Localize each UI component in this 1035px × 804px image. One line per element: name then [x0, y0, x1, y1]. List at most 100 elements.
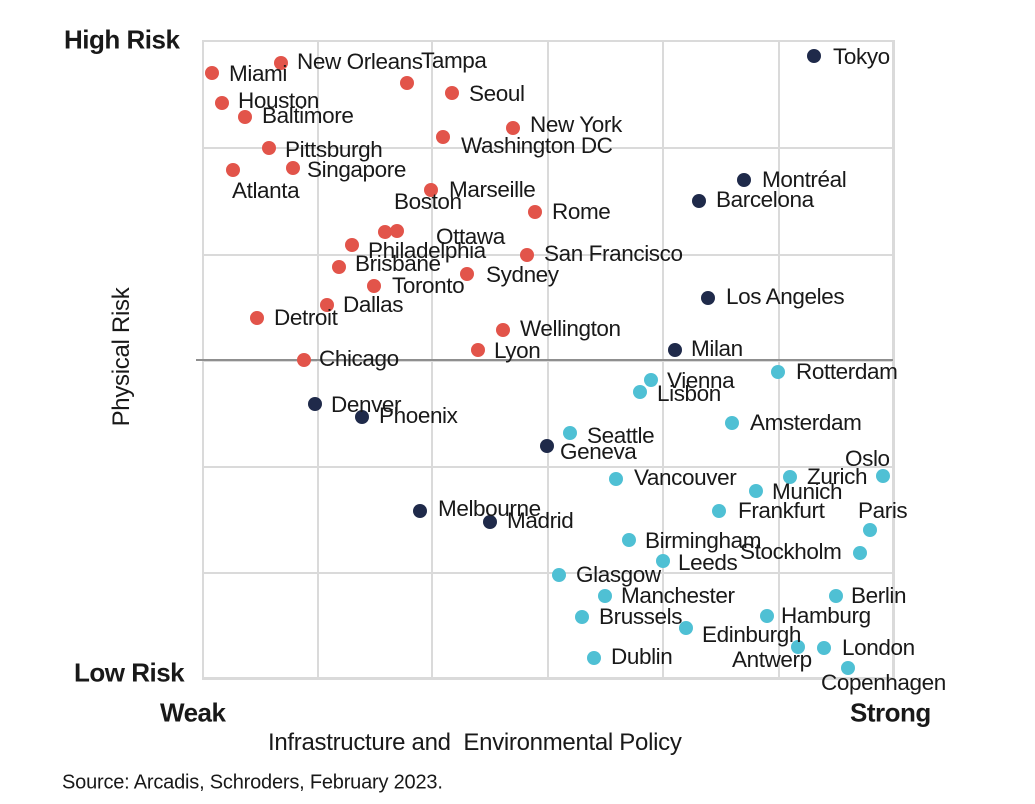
city-label: Lisbon	[657, 380, 721, 406]
city-dot	[633, 385, 647, 399]
city-label: Copenhagen	[821, 669, 946, 695]
city-label: Vienna	[667, 367, 735, 393]
city-dot	[332, 260, 346, 274]
city-label: Seattle	[587, 422, 655, 448]
city-label: London	[842, 634, 915, 660]
city-label: Toronto	[392, 272, 465, 298]
city-label: Marseille	[449, 176, 536, 202]
city-label: Seoul	[469, 80, 525, 106]
city-dot	[760, 609, 774, 623]
city-label: Barcelona	[716, 186, 814, 212]
city-dot	[528, 205, 542, 219]
x-axis-title: Infrastructure and Environmental Policy	[268, 729, 682, 756]
city-dot	[378, 225, 392, 239]
city-dot	[841, 661, 855, 675]
city-label: Atlanta	[232, 177, 300, 203]
city-label: Wellington	[520, 315, 621, 341]
city-label: Paris	[858, 497, 908, 523]
city-label: Tokyo	[833, 43, 890, 69]
city-label: Denver	[331, 391, 402, 417]
city-dot	[587, 651, 601, 665]
city-label: Melbourne	[438, 495, 541, 521]
city-dot	[471, 343, 485, 357]
city-dot	[506, 121, 520, 135]
city-label: Brisbane	[355, 250, 441, 276]
low-risk-label: Low Risk	[74, 657, 185, 688]
city-label: Houston	[238, 87, 320, 113]
city-label: Tampa	[421, 47, 487, 73]
city-dot	[413, 504, 427, 518]
city-dot	[853, 546, 867, 560]
city-dot	[215, 96, 229, 110]
city-dot	[205, 66, 219, 80]
city-dot	[320, 298, 334, 312]
city-label: Rome	[552, 198, 611, 224]
city-dot	[436, 130, 450, 144]
city-dot	[783, 470, 797, 484]
city-dot	[520, 248, 534, 262]
city-dot	[250, 311, 264, 325]
city-label: Glasgow	[576, 561, 661, 587]
city-dot	[749, 484, 763, 498]
city-dot	[863, 523, 877, 537]
city-dot	[355, 410, 369, 424]
city-dot	[876, 469, 890, 483]
city-dot	[575, 610, 589, 624]
city-dot	[701, 291, 715, 305]
city-label: Edinburgh	[702, 621, 801, 647]
city-dot	[552, 568, 566, 582]
gridline-vertical	[893, 40, 895, 678]
midline-horizontal	[196, 359, 893, 361]
x-axis-weak-label: Weak	[160, 697, 226, 728]
y-axis-title: Physical Risk	[108, 287, 135, 427]
high-risk-label: High Risk	[64, 24, 180, 55]
city-dot	[807, 49, 821, 63]
city-label: Rotterdam	[796, 358, 898, 384]
city-label: Antwerp	[732, 646, 812, 672]
city-dot	[297, 353, 311, 367]
city-dot	[367, 279, 381, 293]
city-dot	[609, 472, 623, 486]
city-dot	[712, 504, 726, 518]
gridline-horizontal	[202, 678, 893, 680]
city-dot	[390, 224, 404, 238]
city-dot	[496, 323, 510, 337]
city-label: Madrid	[507, 507, 574, 533]
city-label: Pittsburgh	[285, 136, 383, 162]
city-dot	[483, 515, 497, 529]
city-label: Frankfurt	[738, 497, 825, 523]
city-dot	[679, 621, 693, 635]
city-dot	[622, 533, 636, 547]
city-label: San Francisco	[544, 240, 683, 266]
city-dot	[308, 397, 322, 411]
gridline-horizontal	[202, 466, 893, 468]
city-label: Stockholm	[740, 538, 842, 564]
source-note: Source: Arcadis, Schroders, February 202…	[62, 771, 443, 794]
city-label: Dallas	[343, 291, 404, 317]
city-dot	[540, 439, 554, 453]
city-label: Montréal	[762, 166, 847, 192]
city-label: Washington DC	[461, 132, 613, 158]
city-dot	[424, 183, 438, 197]
city-label: Milan	[691, 335, 743, 361]
city-label: Baltimore	[262, 102, 354, 128]
city-label: Birmingham	[645, 527, 762, 553]
city-dot	[668, 343, 682, 357]
city-dot	[791, 640, 805, 654]
city-dot	[262, 141, 276, 155]
city-label: New York	[530, 111, 622, 137]
city-label: Singapore	[307, 156, 406, 182]
city-dot	[460, 267, 474, 281]
city-label: Boston	[394, 188, 462, 214]
city-dot	[345, 238, 359, 252]
city-label: Lyon	[494, 337, 541, 363]
city-label: Chicago	[319, 345, 399, 371]
city-label: Leeds	[678, 549, 738, 575]
city-label: Miami	[229, 60, 287, 86]
city-label: Hamburg	[781, 602, 871, 628]
city-label: Amsterdam	[750, 409, 862, 435]
city-dot	[692, 194, 706, 208]
city-dot	[656, 554, 670, 568]
city-label: Zurich	[807, 463, 868, 489]
